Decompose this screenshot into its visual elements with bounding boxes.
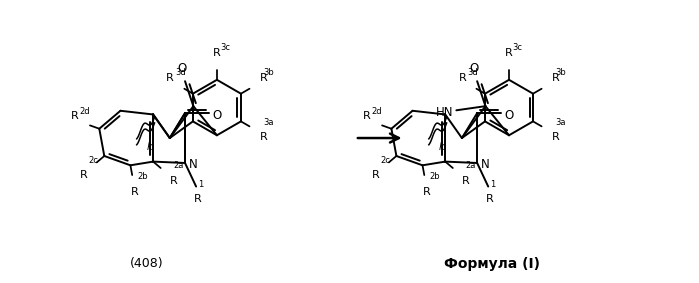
Text: 3d: 3d: [175, 68, 186, 77]
Text: 3a: 3a: [555, 118, 565, 127]
Text: O: O: [505, 109, 514, 122]
Text: R: R: [552, 73, 560, 83]
Text: 2d: 2d: [372, 107, 382, 116]
Text: N: N: [189, 158, 198, 171]
Text: 2c: 2c: [381, 156, 391, 164]
Text: R: R: [260, 73, 268, 83]
Text: R: R: [213, 48, 221, 58]
Text: k: k: [439, 142, 445, 152]
Text: R: R: [487, 194, 494, 205]
Text: 3a: 3a: [263, 118, 273, 127]
Text: 3c: 3c: [220, 44, 230, 52]
Text: 1: 1: [490, 180, 495, 189]
Text: 2b: 2b: [138, 172, 148, 181]
Text: R: R: [170, 176, 178, 186]
Text: R: R: [552, 132, 560, 142]
Text: 2c: 2c: [89, 156, 99, 164]
Text: R: R: [505, 48, 513, 58]
Text: N: N: [481, 158, 490, 171]
Text: R: R: [462, 176, 470, 186]
Text: R: R: [423, 187, 431, 197]
Text: 2a: 2a: [173, 161, 183, 170]
Text: 3d: 3d: [467, 68, 478, 77]
Text: R: R: [260, 132, 268, 142]
Text: 3c: 3c: [512, 44, 522, 52]
Text: R: R: [372, 170, 380, 180]
Text: k: k: [147, 142, 152, 152]
Text: 3b: 3b: [555, 68, 566, 77]
Text: O: O: [470, 62, 479, 75]
Text: (408): (408): [130, 257, 164, 270]
Text: R: R: [71, 112, 79, 121]
Text: R: R: [80, 170, 87, 180]
Text: 3b: 3b: [263, 68, 274, 77]
Text: 2b: 2b: [430, 172, 440, 181]
Text: O: O: [212, 109, 222, 122]
Text: Формула (I): Формула (I): [444, 257, 540, 271]
Text: R: R: [459, 73, 466, 83]
Text: O: O: [178, 62, 187, 75]
Text: 2d: 2d: [80, 107, 90, 116]
Text: 1: 1: [198, 180, 203, 189]
Text: R: R: [131, 187, 138, 197]
Text: 2a: 2a: [465, 161, 475, 170]
Text: R: R: [363, 112, 371, 121]
Text: HN: HN: [436, 106, 454, 119]
Text: R: R: [166, 73, 174, 83]
Text: R: R: [194, 194, 202, 205]
